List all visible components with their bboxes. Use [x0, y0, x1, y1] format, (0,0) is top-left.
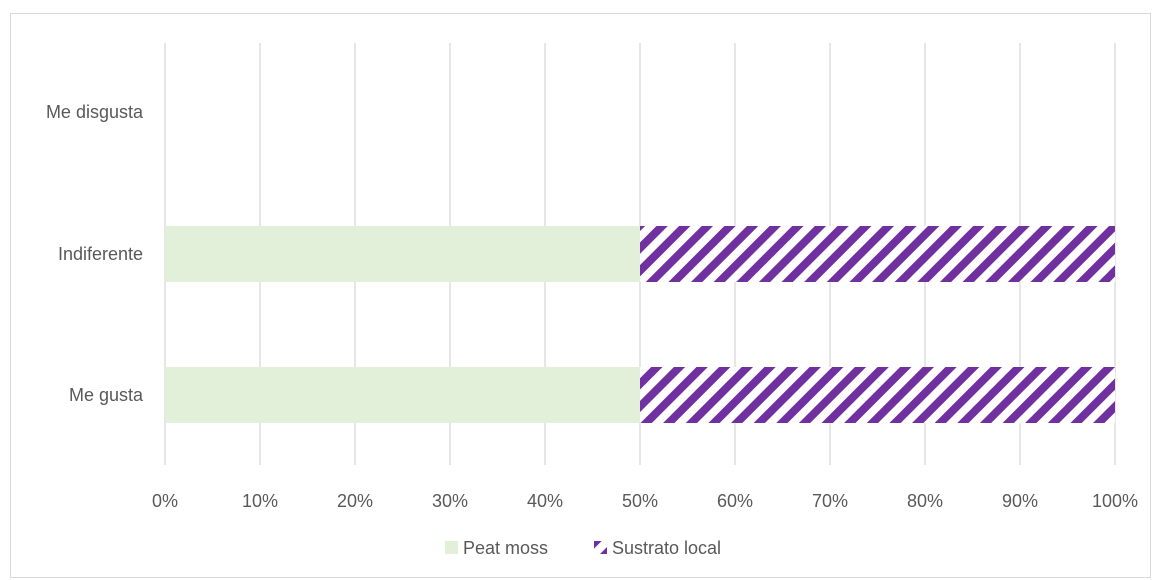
value-axis: 0% 10% 20% 30% 40% 50% 60% 70% 80% 90% 100%: [152, 491, 1138, 511]
bars: [165, 226, 1115, 423]
bar-sustrato-local: [640, 226, 1115, 282]
bar-peat-moss: [165, 226, 640, 282]
legend-label: Peat moss: [463, 538, 548, 558]
legend: Peat moss Sustrato local: [445, 538, 721, 558]
bar-sustrato-local: [640, 367, 1115, 423]
category-label: Indiferente: [58, 244, 143, 264]
bar-peat-moss: [165, 367, 640, 423]
chart-frame: [10, 13, 1151, 578]
tick-label: 20%: [337, 491, 373, 511]
tick-label: 50%: [622, 491, 658, 511]
tick-label: 30%: [432, 491, 468, 511]
category-label: Me disgusta: [46, 102, 144, 122]
tick-label: 60%: [717, 491, 753, 511]
tick-label: 90%: [1002, 491, 1038, 511]
legend-swatch: [445, 541, 458, 554]
legend-label: Sustrato local: [612, 538, 721, 558]
tick-label: 40%: [527, 491, 563, 511]
tick-label: 100%: [1092, 491, 1138, 511]
tick-label: 10%: [242, 491, 278, 511]
category-axis: Me gusta Indiferente Me disgusta: [46, 102, 144, 405]
tick-label: 0%: [152, 491, 178, 511]
legend-swatch: [594, 541, 607, 554]
category-label: Me gusta: [69, 385, 144, 405]
tick-label: 80%: [907, 491, 943, 511]
tick-label: 70%: [812, 491, 848, 511]
